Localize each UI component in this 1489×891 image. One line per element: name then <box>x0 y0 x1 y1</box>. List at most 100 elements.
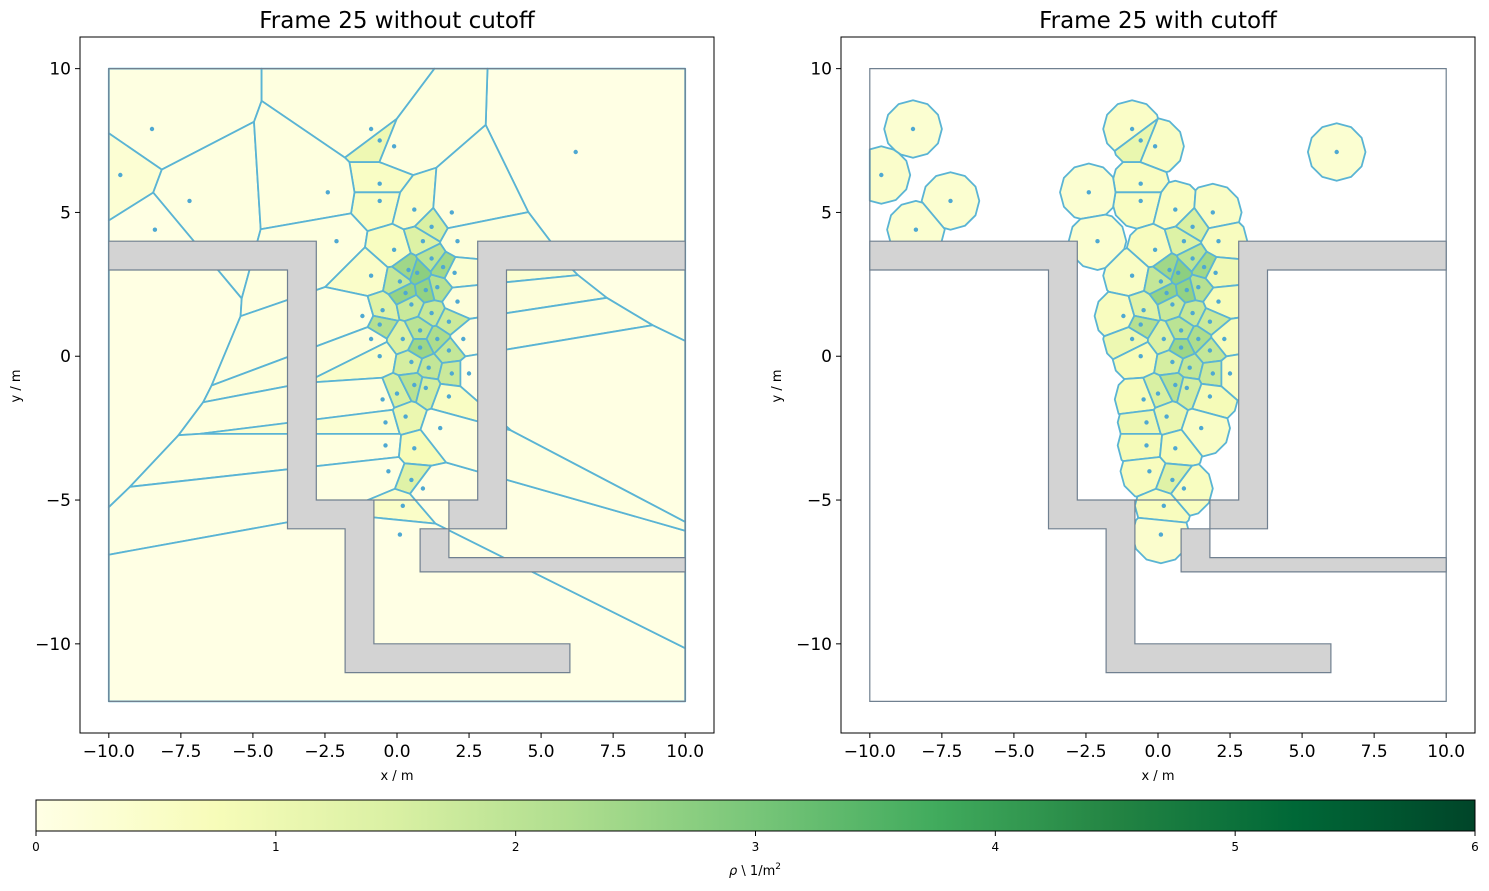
left-y-label: y / m <box>9 369 24 402</box>
pedestrian-point <box>1227 371 1233 376</box>
right-x-label: x / m <box>1141 769 1174 784</box>
pedestrian-point <box>1138 322 1143 327</box>
x-tick-label: 0.0 <box>1144 742 1171 762</box>
pedestrian-point <box>1216 239 1221 244</box>
colorbar-label-rho: ρ <box>729 864 738 879</box>
left-pedestrian-points <box>118 126 578 537</box>
pedestrian-point <box>1173 446 1178 451</box>
y-tick-label: 10 <box>810 60 832 80</box>
pedestrian-point <box>1196 285 1201 290</box>
x-tick-label: 2.5 <box>1217 742 1244 762</box>
pedestrian-point <box>948 198 953 204</box>
pedestrian-point <box>1170 302 1175 307</box>
pedestrian-point <box>397 532 403 537</box>
colorbar-tick-label: 5 <box>1231 840 1239 854</box>
pedestrian-point <box>440 264 446 270</box>
y-tick-label: 0 <box>821 347 832 367</box>
x-tick-label: 10.0 <box>1427 742 1465 762</box>
right-x-ticks: −10.0 −7.5 −5.0 −2.5 0.0 2.5 5.0 7.5 10.0 <box>844 733 1465 762</box>
left-voronoi-cells <box>107 67 687 703</box>
pedestrian-point <box>1147 469 1152 474</box>
pedestrian-point <box>1190 224 1195 229</box>
pedestrian-point <box>1129 273 1135 278</box>
pedestrian-point <box>187 198 192 204</box>
colorbar-tick-label: 6 <box>1471 840 1479 854</box>
pedestrian-point <box>1181 239 1187 244</box>
voronoi-cell <box>1170 463 1214 517</box>
y-tick-label: −10 <box>35 635 71 655</box>
pedestrian-point <box>1167 267 1172 273</box>
pedestrian-point <box>1199 425 1204 431</box>
pedestrian-point <box>1210 210 1216 215</box>
obstacle <box>108 240 686 674</box>
x-tick-label: −10.0 <box>844 742 896 762</box>
pedestrian-point <box>1152 247 1158 252</box>
y-tick-label: −5 <box>807 491 832 511</box>
pedestrian-point <box>400 503 405 508</box>
pedestrian-point <box>1187 365 1192 370</box>
colorbar-tick-label: 3 <box>752 840 760 854</box>
right-voronoi-cells <box>868 99 1367 565</box>
pedestrian-point <box>1190 310 1195 316</box>
right-y-label: y / m <box>770 369 785 402</box>
y-tick-label: −5 <box>46 491 71 511</box>
x-tick-label: 0.0 <box>383 742 410 762</box>
pedestrian-point <box>446 394 452 399</box>
pedestrian-point <box>429 310 434 316</box>
x-tick-label: −2.5 <box>1065 742 1106 762</box>
colorbar-ticks: 0 1 2 3 4 5 6 <box>32 831 1479 854</box>
pedestrian-point <box>1129 126 1135 132</box>
voronoi-cell <box>253 100 356 231</box>
walkable-area-outline <box>108 67 686 703</box>
pedestrian-point <box>415 270 420 275</box>
x-tick-label: −7.5 <box>921 742 962 762</box>
pedestrian-point <box>417 328 423 333</box>
walkable-area-outline <box>869 67 1447 703</box>
pedestrian-point <box>391 144 397 149</box>
pedestrian-point <box>380 397 385 402</box>
pedestrian-point <box>1144 443 1149 448</box>
pedestrian-point <box>406 267 411 273</box>
pedestrian-point <box>360 313 365 319</box>
pedestrian-point <box>1161 503 1167 508</box>
voronoi-cell <box>437 359 462 388</box>
pedestrian-point <box>1207 319 1213 324</box>
pedestrian-point <box>152 227 158 232</box>
pedestrian-point <box>1144 420 1149 425</box>
pedestrian-point <box>446 348 452 353</box>
pedestrian-point <box>1141 308 1146 313</box>
pedestrian-point <box>423 385 428 391</box>
pedestrian-point <box>1138 138 1143 143</box>
pedestrian-point <box>1334 149 1339 155</box>
left-y-ticks: 10 5 0 −5 −10 <box>35 60 80 655</box>
pedestrian-point <box>420 239 426 244</box>
pedestrian-point <box>1173 382 1178 388</box>
right-pedestrian-points <box>879 126 1339 537</box>
pedestrian-point <box>910 126 916 132</box>
right-walkable-area <box>869 67 1447 703</box>
pedestrian-point <box>377 322 382 327</box>
pedestrian-point <box>412 207 417 212</box>
pedestrian-point <box>377 198 382 204</box>
x-tick-label: 5.0 <box>1289 742 1316 762</box>
pedestrian-point <box>429 256 434 261</box>
pedestrian-point <box>449 371 454 376</box>
voronoi-cell <box>868 145 912 205</box>
colorbar-label: ρ \ 1/m2 <box>729 862 781 879</box>
pedestrian-point <box>1138 354 1143 359</box>
pedestrian-point <box>377 181 382 186</box>
left-title: Frame 25 without cutoff <box>259 8 536 34</box>
x-tick-label: 7.5 <box>600 742 627 762</box>
pedestrian-point <box>1095 239 1100 244</box>
pedestrian-point <box>386 469 391 474</box>
left-subplot: Frame 25 without cutoff −10.0 −7.5 −5.0 −2.… <box>9 8 715 784</box>
pedestrian-point <box>403 290 408 296</box>
pedestrian-point <box>1158 279 1164 284</box>
pedestrian-point <box>400 336 405 342</box>
pedestrian-point <box>368 273 374 278</box>
colorbar-gradient <box>35 799 1476 832</box>
colorbar-tick-label: 4 <box>992 840 1000 854</box>
y-tick-label: 10 <box>49 60 71 80</box>
colorbar-label-power: 2 <box>775 862 781 872</box>
